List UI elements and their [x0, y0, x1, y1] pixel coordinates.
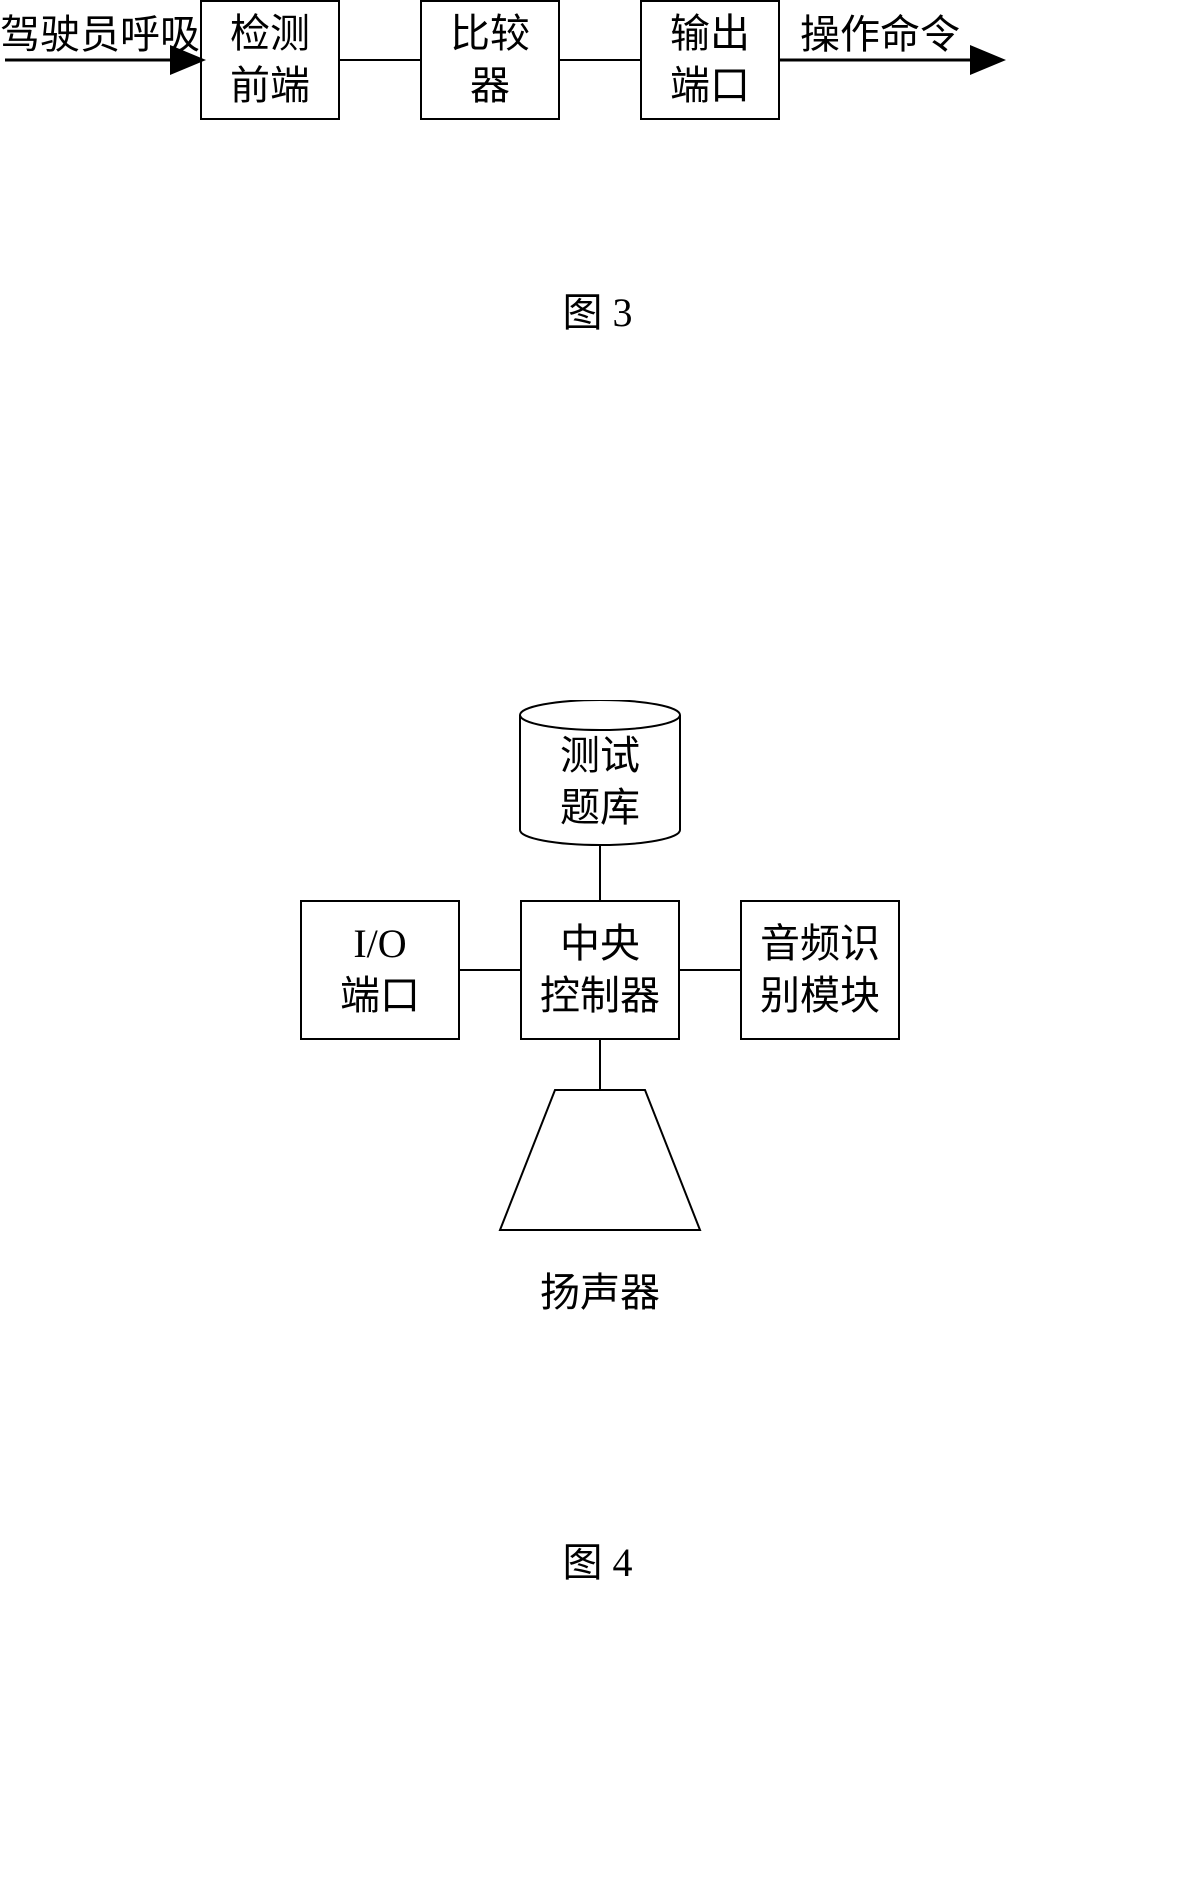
box1-line2: 前端	[230, 60, 310, 112]
fig3-caption-text: 图 3	[563, 290, 633, 335]
fig3-box-output: 输出 端口	[640, 0, 780, 120]
speaker-icon	[500, 1090, 700, 1230]
fig4-caption: 图 4	[0, 1530, 1195, 1588]
fig4-db-label: 测试 题库	[520, 730, 680, 834]
box3-line2: 端口	[670, 60, 750, 112]
fig4-box-controller: 中央 控制器	[520, 900, 680, 1040]
fig3-caption: 图 3	[0, 280, 1195, 338]
ctrl-line2: 控制器	[540, 970, 660, 1022]
db-line2: 题库	[520, 782, 680, 834]
fig4-box-io: I/O 端口	[300, 900, 460, 1040]
fig4-box-audio: 音频识 别模块	[740, 900, 900, 1040]
box1-line1: 检测	[230, 8, 310, 60]
box2-line2: 器	[470, 60, 510, 112]
fig3-output-label: 操作命令	[800, 2, 960, 60]
input-text: 驾驶员呼吸	[0, 12, 200, 57]
audio-line2: 别模块	[760, 970, 880, 1022]
ctrl-line1: 中央	[560, 918, 640, 970]
fig3-box-detect: 检测 前端	[200, 0, 340, 120]
io-line1: I/O	[353, 918, 406, 970]
box3-line1: 输出	[670, 8, 750, 60]
fig3-input-label: 驾驶员呼吸	[0, 2, 200, 60]
fig4-speaker-label: 扬声器	[500, 1260, 700, 1318]
box2-line1: 比较	[450, 8, 530, 60]
audio-line1: 音频识	[760, 918, 880, 970]
io-line2: 端口	[340, 970, 420, 1022]
speaker-text: 扬声器	[540, 1270, 660, 1315]
figure-3: 驾驶员呼吸 检测 前端 比较 器 输出 端口 操作命令 图 3	[0, 0, 1195, 350]
fig4-caption-text: 图 4	[563, 1540, 633, 1585]
figure-4: 测试 题库 I/O 端口 中央 控制器 音频识 别模块 扬声器 图 4	[0, 700, 1195, 1700]
output-text: 操作命令	[800, 12, 960, 57]
db-line1: 测试	[520, 730, 680, 782]
fig3-box-compare: 比较 器	[420, 0, 560, 120]
